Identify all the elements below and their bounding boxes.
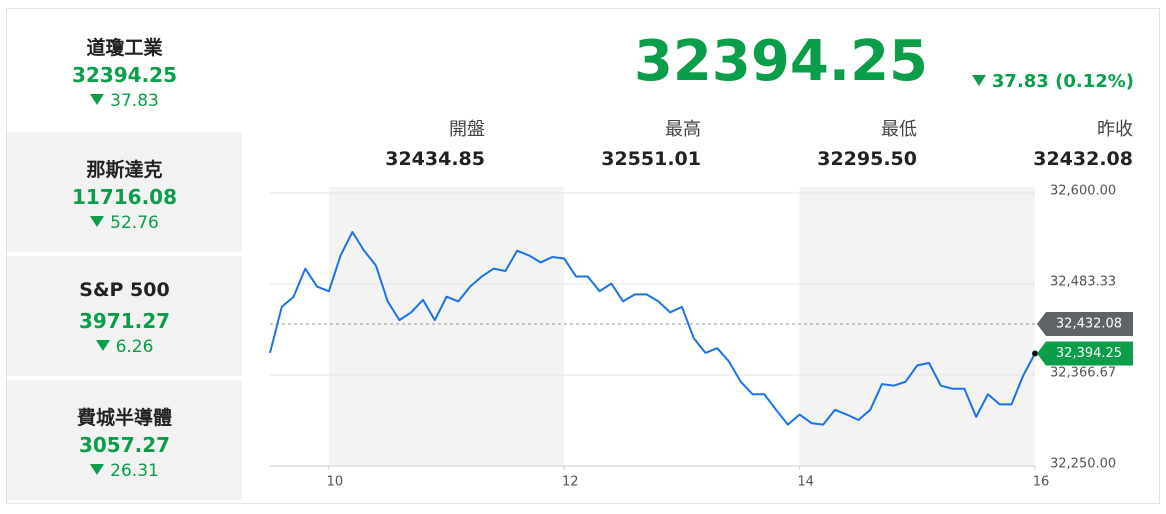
index-change: 6.26 (7, 337, 242, 357)
index-name: 費城半導體 (76, 407, 172, 429)
stat-value: 32434.85 (385, 148, 485, 170)
stat-label: 最低 (881, 119, 917, 140)
x-tick-label: 16 (1033, 475, 1050, 490)
time-band (799, 187, 1035, 466)
index-name: 那斯達克 (86, 159, 163, 181)
x-tick-label: 12 (562, 475, 579, 490)
x-tick-label: 14 (797, 475, 814, 490)
change-text: 37.83 (110, 91, 159, 111)
y-tick-label: 32,483.33 (1050, 275, 1116, 290)
frame (6, 8, 1160, 504)
y-tick-label: 32,600.00 (1050, 184, 1116, 199)
index-item[interactable]: 道瓊工業 32394.25 37.83 (7, 10, 242, 130)
price: 32394.25 (633, 29, 928, 94)
x-tick-label: 10 (327, 475, 344, 490)
change-text: 52.76 (110, 213, 159, 233)
stat: 最低 32295.50 (717, 115, 917, 170)
last-value-label: 32,394.25 (1056, 346, 1122, 361)
index-value: 11716.08 (71, 185, 177, 209)
reference-tag (1037, 311, 1133, 336)
stat-value: 32551.01 (601, 148, 701, 170)
stat-value: 32295.50 (817, 148, 917, 170)
index-name: S&P 500 (79, 279, 170, 301)
time-band (328, 187, 565, 466)
last-point (1032, 350, 1038, 357)
y-tick-label: 32,366.67 (1050, 365, 1116, 380)
stat-label: 昨收 (1097, 119, 1133, 140)
stat-value: 32432.08 (1033, 148, 1133, 170)
price-line (269, 231, 1036, 426)
price-change: 37.83 (0.12%) (971, 71, 1134, 92)
index-item[interactable]: 那斯達克 11716.08 52.76 (7, 132, 242, 252)
index-change: 37.83 (7, 91, 242, 111)
reference-label: 32,432.08 (1056, 316, 1122, 331)
index-item[interactable]: 費城半導體 3057.27 26.31 (7, 380, 242, 500)
index-name: 道瓊工業 (86, 37, 163, 59)
change-text: 37.83 (0.12%) (991, 71, 1134, 92)
stat: 昨收 32432.08 (933, 115, 1133, 170)
change-text: 26.31 (110, 461, 159, 481)
index-change: 26.31 (7, 461, 242, 481)
index-item[interactable]: S&P 500 3971.27 6.26 (7, 256, 242, 376)
index-value: 32394.25 (71, 63, 177, 87)
change-text: 6.26 (115, 337, 154, 357)
index-value: 3057.27 (78, 433, 171, 457)
index-change: 52.76 (7, 213, 242, 233)
stat: 開盤 32434.85 (285, 115, 485, 170)
last-value-tag (1037, 341, 1133, 366)
stat-label: 開盤 (449, 119, 485, 140)
stat-label: 最高 (665, 119, 701, 140)
stat: 最高 32551.01 (501, 115, 701, 170)
y-tick-label: 32,250.00 (1050, 457, 1116, 472)
index-value: 3971.27 (78, 309, 171, 333)
